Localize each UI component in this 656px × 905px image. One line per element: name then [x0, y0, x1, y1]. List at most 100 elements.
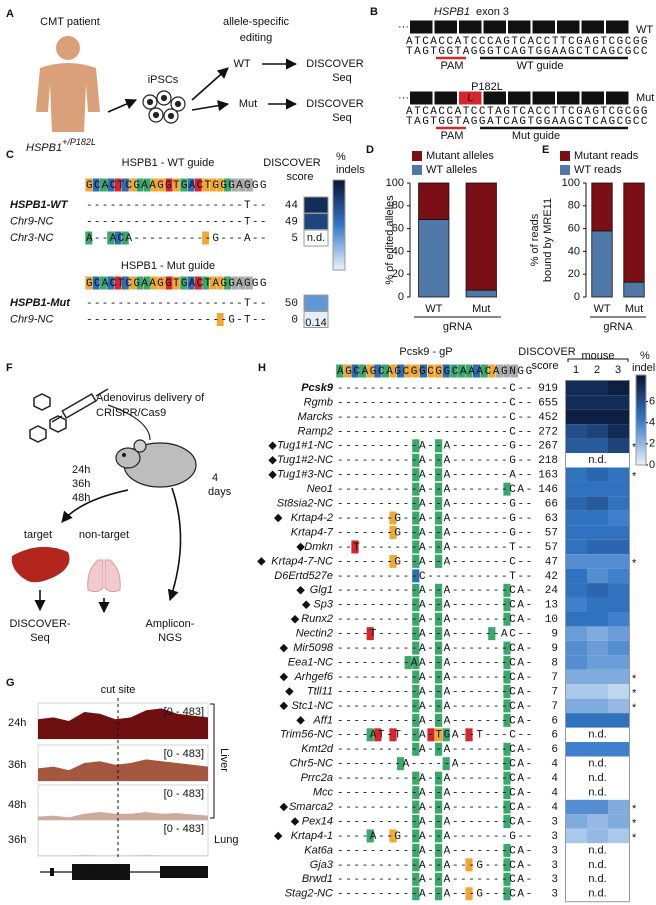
x-axis-label: gRNA — [603, 321, 633, 333]
time-label: 48h — [8, 799, 26, 811]
heat-cell — [608, 409, 629, 425]
exon-box — [160, 866, 208, 878]
heat-cell — [566, 409, 587, 425]
mismatch-box — [435, 439, 443, 453]
heat-cell — [587, 698, 608, 714]
patient-icon — [36, 36, 100, 132]
allele-label: Mut — [636, 92, 654, 104]
syringe-icon — [51, 388, 109, 423]
heat-cell — [566, 814, 587, 829]
mismatch-box — [435, 627, 443, 641]
guide-box — [136, 276, 144, 290]
mismatch-box — [435, 843, 443, 857]
indel-header: indels — [632, 362, 656, 374]
mismatch-box — [389, 728, 397, 742]
heat-cell — [587, 395, 608, 410]
legend-label: WT reads — [574, 164, 622, 176]
target-sequence: ------------------G-T-- — [86, 314, 268, 326]
target-name: Ramp2 — [298, 425, 333, 437]
mismatch-box — [503, 786, 511, 800]
guide-box — [389, 364, 397, 378]
mismatch-box — [121, 231, 129, 245]
target-sequence: ----------A--A-------CA- — [337, 874, 534, 886]
method-label: NGS — [158, 632, 182, 644]
panel-label: B — [370, 6, 378, 18]
time-label: 48h — [72, 492, 90, 504]
mismatch-box — [366, 627, 374, 641]
heat-cell — [566, 539, 587, 555]
target-name: Krtap4-7 — [291, 526, 334, 538]
panel-label: F — [6, 362, 13, 374]
score: 7 — [551, 701, 558, 713]
protein-sequence: TIPVTFESR — [418, 22, 639, 34]
target-sequence: ----------A--A-------CA- — [337, 788, 534, 800]
y-tick-label: 100 — [562, 177, 580, 189]
aa-box — [508, 20, 531, 34]
heat-cell — [566, 684, 587, 699]
diamond — [279, 802, 289, 812]
time-label: 36h — [72, 478, 90, 490]
method-label: Seq — [30, 632, 50, 644]
heat-cell — [608, 684, 629, 699]
ipsc-label: iPSCs — [148, 74, 179, 86]
mismatch-box — [412, 540, 420, 554]
heat-cell — [566, 554, 587, 569]
diamond — [279, 672, 289, 682]
target-sequence: ----------A--A-------CA- — [337, 845, 534, 857]
score: 4 — [551, 802, 558, 814]
heat-cell — [608, 510, 629, 526]
heat-cell — [587, 655, 608, 670]
target-name: Prrc2a — [301, 772, 333, 784]
mismatch-box — [503, 843, 511, 857]
mismatch-box — [503, 612, 511, 626]
tissue-label: Liver — [218, 748, 230, 772]
target-sequence: ----------A--A-------G-- — [337, 499, 534, 511]
y-axis-label: % of edited alleles — [384, 195, 396, 285]
target-sequence: -------G--A--A-------C-- — [337, 556, 534, 568]
cut-site-label: cut site — [101, 684, 136, 696]
mismatch-box — [435, 858, 443, 872]
star: * — [632, 832, 637, 844]
score: 7 — [551, 672, 558, 684]
target-name: Chr5-NC — [290, 758, 333, 770]
legend-label: WT alleles — [426, 164, 478, 176]
guide-box — [129, 178, 137, 192]
mismatch-box — [442, 757, 450, 771]
panel-label: A — [6, 8, 14, 20]
heat-cell — [566, 583, 587, 598]
guide-box — [158, 276, 166, 290]
mouse-id: 2 — [594, 364, 600, 376]
mismatch-box — [435, 612, 443, 626]
target-name: D6Ertd527e — [274, 570, 333, 582]
guide-box — [238, 178, 246, 192]
guide-box — [480, 364, 488, 378]
discover-label: DISCOVER — [306, 98, 364, 110]
time-label: 36h — [8, 759, 26, 771]
target-sequence: ---------------------C-- — [337, 383, 534, 395]
y-tick-label: 20 — [568, 268, 580, 280]
mismatch-box — [216, 313, 224, 326]
star: * — [632, 471, 637, 483]
diamond — [268, 456, 277, 465]
target-name: Ttll11 — [307, 685, 333, 697]
mismatch-box — [412, 641, 420, 655]
x-tick-label: WT — [593, 303, 610, 315]
heat-cell — [566, 597, 587, 612]
target-sequence: --------------------T-- — [86, 298, 268, 310]
score: 919 — [538, 383, 558, 395]
heat-cell — [608, 496, 629, 511]
score: 655 — [538, 397, 558, 409]
target-name: Pex14 — [302, 815, 333, 827]
heat-cell — [587, 568, 608, 584]
mismatch-box — [412, 742, 420, 756]
heat-cell — [566, 828, 587, 844]
mismatch-box — [412, 684, 420, 698]
gene-label: Pcsk9 — [86, 866, 116, 878]
range-label: [0 - 483] — [164, 706, 204, 718]
target-sequence: ----------A--A-------CA- — [337, 643, 534, 655]
score: 3 — [551, 874, 558, 886]
target-sequence: ----------A--A-------CA- — [337, 744, 534, 756]
heat-cell — [303, 229, 329, 247]
mismatch-box — [412, 713, 420, 727]
heat-cell — [587, 583, 608, 598]
